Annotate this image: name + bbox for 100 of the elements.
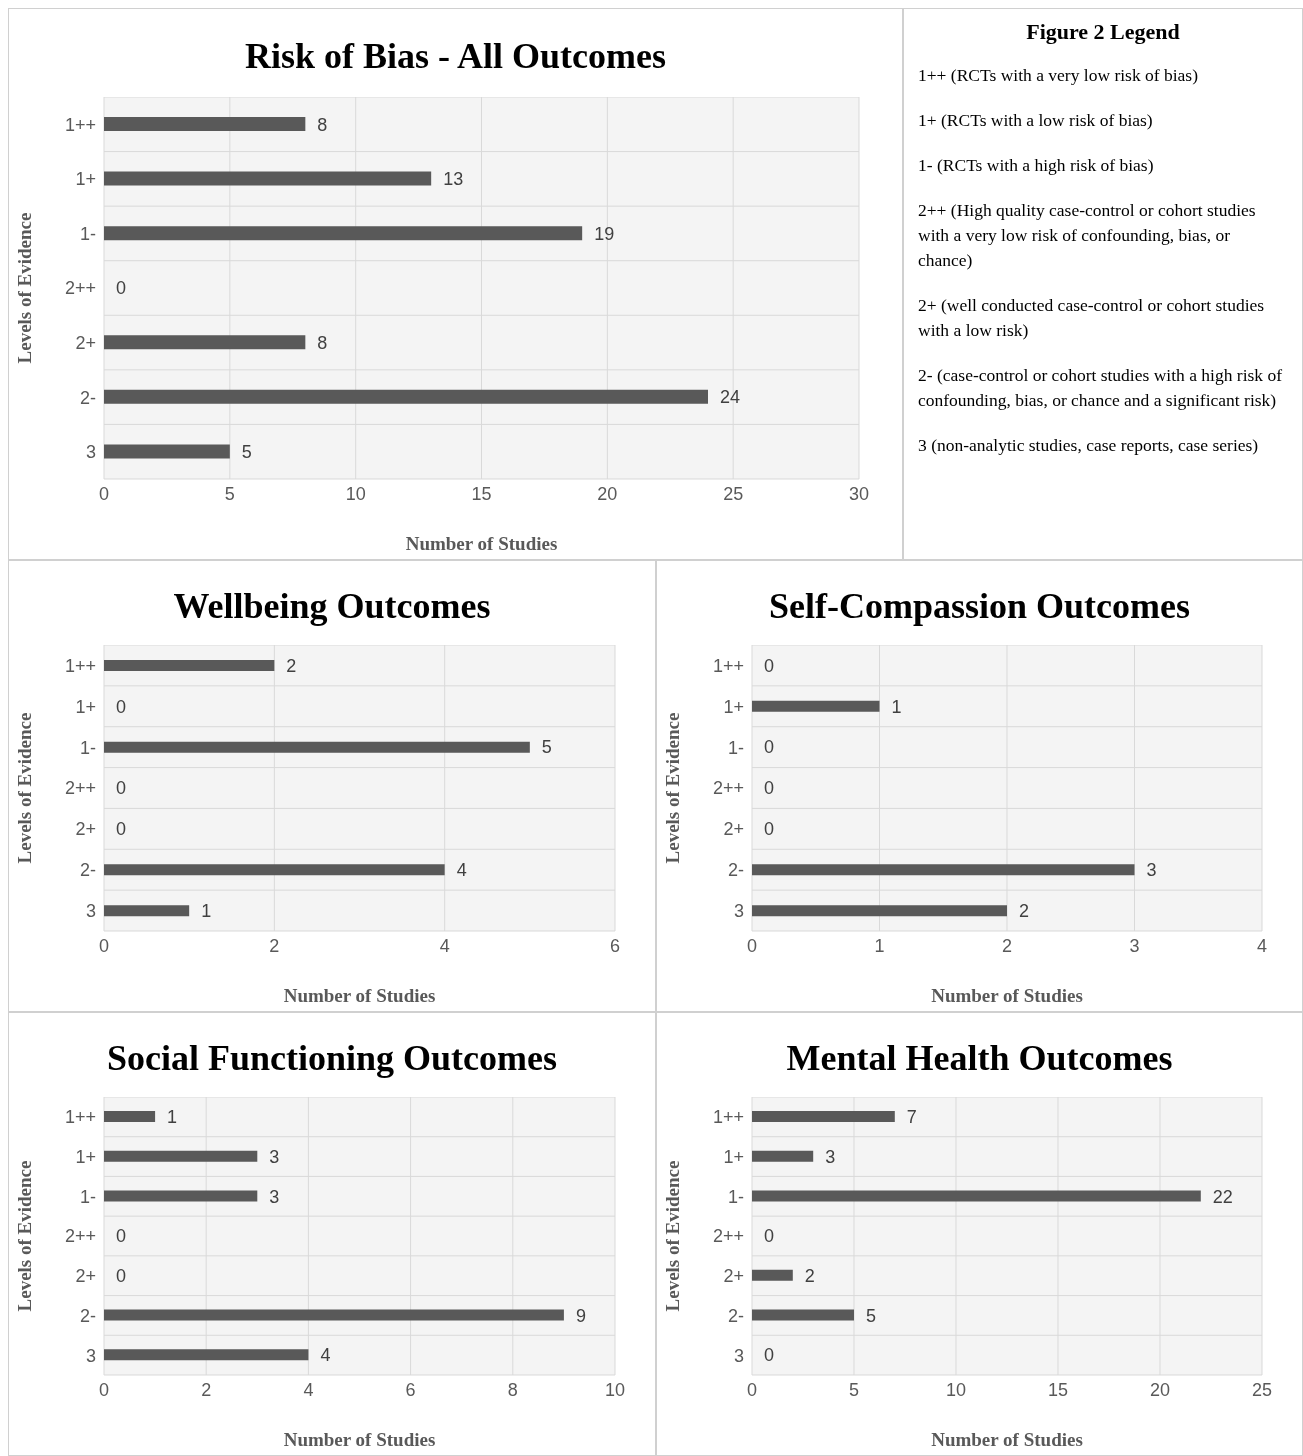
data-label: 2 (286, 655, 297, 676)
data-label: 2 (1019, 900, 1030, 921)
data-label: 7 (906, 1107, 917, 1128)
y-tick-label: 2- (727, 1305, 744, 1326)
y-tick-label: 1+ (723, 696, 744, 717)
x-tick-label: 25 (723, 483, 744, 504)
x-tick-label: 0 (746, 1379, 758, 1400)
data-label: 0 (764, 1345, 775, 1366)
y-tick-label: 2++ (64, 778, 96, 799)
y-tick-label: 2+ (75, 332, 96, 353)
y-axis-title: Levels of Evidence (661, 1160, 683, 1312)
y-tick-label: 1- (79, 1186, 96, 1207)
y-tick-label: 1+ (723, 1146, 744, 1167)
chart-title: Social Functioning Outcomes (106, 1037, 558, 1080)
x-tick-label: 15 (471, 483, 492, 504)
y-tick-label: 2+ (75, 1266, 96, 1287)
bar (104, 1309, 564, 1321)
x-tick-label: 6 (405, 1379, 416, 1400)
chart-title: Mental Health Outcomes (785, 1037, 1174, 1080)
y-axis-title: Levels of Evidence (13, 212, 35, 364)
data-label: 9 (575, 1305, 586, 1326)
data-label: 0 (116, 1266, 127, 1287)
x-tick-label: 1 (874, 935, 885, 956)
x-tick-label: 0 (98, 935, 110, 956)
x-axis-title: Number of Studies (405, 533, 558, 555)
y-tick-label: 1+ (75, 1146, 96, 1167)
bar (104, 1111, 156, 1122)
data-label: 0 (764, 778, 775, 799)
data-label: 3 (1146, 860, 1157, 881)
x-axis-title: Number of Studies (931, 1429, 1083, 1451)
bar (104, 1349, 309, 1361)
bar (104, 444, 230, 459)
y-tick-label: 1++ (64, 114, 96, 135)
data-label: 3 (825, 1146, 836, 1167)
y-tick-label: 3 (733, 1345, 744, 1366)
y-tick-label: 2- (727, 860, 744, 881)
bar (104, 1150, 258, 1162)
x-tick-label: 30 (848, 483, 870, 504)
y-tick-label: 2++ (712, 1226, 744, 1247)
y-tick-label: 1+ (75, 169, 96, 190)
data-label: 0 (116, 696, 127, 717)
bar (104, 171, 432, 186)
data-label: 5 (541, 737, 552, 758)
bar (752, 1269, 793, 1281)
data-label: 2 (804, 1266, 815, 1287)
text: 1- (RCTs with a high risk of bias) (918, 154, 1155, 177)
y-tick-label: 3 (85, 900, 96, 921)
chart-title: Wellbeing Outcomes (172, 585, 492, 628)
data-label: 1 (167, 1107, 178, 1128)
y-tick-label: 2- (79, 860, 96, 881)
y-tick-label: 2- (79, 1305, 96, 1326)
x-tick-label: 3 (1129, 935, 1140, 956)
data-label: 1 (201, 900, 212, 921)
bar (752, 1190, 1201, 1202)
y-tick-label: 2++ (64, 278, 96, 299)
data-label: 5 (241, 442, 252, 463)
data-label: 0 (764, 655, 775, 676)
bar (104, 226, 583, 241)
data-label: 1 (891, 696, 902, 717)
x-tick-label: 10 (345, 483, 366, 504)
x-tick-label: 5 (848, 1379, 860, 1400)
data-label: 0 (116, 278, 127, 299)
x-tick-label: 15 (1047, 1379, 1069, 1400)
bar (104, 905, 190, 917)
text: 2- (case-control or cohort studies with a high risk of confounding, bias, or chance and a significant risk) (918, 364, 1283, 412)
x-tick-label: 2 (201, 1379, 212, 1400)
y-tick-label: 1++ (64, 655, 96, 676)
x-tick-label: 8 (507, 1379, 518, 1400)
x-tick-label: 4 (439, 935, 450, 956)
x-axis-title: Number of Studies (931, 985, 1083, 1007)
text: 3 (non-analytic studies, case reports, case series) (918, 434, 1260, 457)
data-label: 4 (456, 860, 467, 881)
x-tick-label: 20 (1149, 1379, 1171, 1400)
bar (104, 389, 708, 404)
data-label: 3 (269, 1186, 280, 1207)
x-axis-title: Number of Studies (283, 1429, 436, 1451)
y-tick-label: 3 (733, 900, 744, 921)
chart-title: Risk of Bias - All Outcomes (244, 35, 667, 78)
bar (104, 660, 275, 671)
bar (752, 1111, 895, 1122)
x-tick-label: 0 (746, 935, 758, 956)
y-tick-label: 2++ (64, 1226, 96, 1247)
data-label: 4 (320, 1345, 331, 1366)
text: 2++ (High quality case-control or cohort studies with a very low risk of confounding, bias, or chance) (918, 199, 1257, 272)
bar (752, 700, 880, 712)
y-tick-label: 1++ (712, 655, 744, 676)
bar (104, 117, 306, 131)
y-tick-label: 2++ (712, 778, 744, 799)
y-tick-label: 1++ (64, 1107, 96, 1128)
x-tick-label: 4 (1256, 935, 1268, 956)
y-tick-label: 2+ (723, 819, 744, 840)
y-tick-label: 1- (79, 737, 96, 758)
y-tick-label: 1- (79, 223, 96, 244)
text: 2+ (well conducted case-control or cohort studies with a low risk) (918, 294, 1266, 342)
x-tick-label: 6 (609, 935, 621, 956)
data-label: 22 (1212, 1186, 1233, 1207)
y-axis-title: Levels of Evidence (13, 712, 35, 864)
y-tick-label: 3 (85, 1345, 96, 1366)
bar (104, 1190, 258, 1202)
data-label: 0 (116, 819, 127, 840)
